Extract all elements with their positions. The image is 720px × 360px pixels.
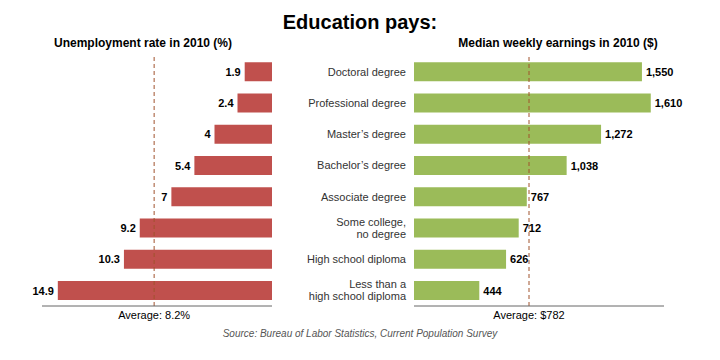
svg-text:1,610: 1,610 bbox=[655, 97, 683, 109]
svg-text:Average: 8.2%: Average: 8.2% bbox=[118, 309, 190, 321]
svg-text:Bachelor’s degree: Bachelor’s degree bbox=[317, 159, 406, 171]
svg-text:Master’s degree: Master’s degree bbox=[327, 128, 406, 140]
svg-text:Some college,no degree: Some college,no degree bbox=[336, 216, 406, 240]
svg-text:1,272: 1,272 bbox=[605, 128, 633, 140]
svg-text:1,038: 1,038 bbox=[571, 160, 599, 172]
svg-text:2.4: 2.4 bbox=[218, 97, 234, 109]
svg-text:Associate degree: Associate degree bbox=[321, 191, 406, 203]
svg-text:Average: $782: Average: $782 bbox=[493, 309, 564, 321]
svg-text:High school diploma: High school diploma bbox=[307, 253, 407, 265]
svg-text:1,550: 1,550 bbox=[646, 66, 674, 78]
svg-text:Less than ahigh school diploma: Less than ahigh school diploma bbox=[309, 278, 407, 302]
svg-text:4: 4 bbox=[204, 128, 211, 140]
svg-text:767: 767 bbox=[531, 191, 549, 203]
svg-text:14.9: 14.9 bbox=[32, 285, 53, 297]
svg-text:5.4: 5.4 bbox=[175, 160, 191, 172]
svg-text:9.2: 9.2 bbox=[120, 222, 135, 234]
svg-text:712: 712 bbox=[523, 222, 541, 234]
html-text:Median weekly earnings in 2010: Median weekly earnings in 2010 ($) bbox=[458, 36, 658, 50]
html-text:Education pays:: Education pays: bbox=[282, 11, 438, 33]
svg-text:626: 626 bbox=[510, 253, 528, 265]
svg-text:Professional degree: Professional degree bbox=[308, 97, 406, 109]
svg-text:7: 7 bbox=[161, 191, 167, 203]
svg-text:10.3: 10.3 bbox=[99, 253, 120, 265]
html-text:Unemployment rate in 2010 (%): Unemployment rate in 2010 (%) bbox=[54, 36, 232, 50]
svg-text:444: 444 bbox=[483, 285, 502, 297]
svg-text:Doctoral degree: Doctoral degree bbox=[328, 66, 406, 78]
svg-text:1.9: 1.9 bbox=[225, 66, 240, 78]
html-text:Source: Bureau of Labor Statis: Source: Bureau of Labor Statistics, Curr… bbox=[222, 328, 498, 339]
